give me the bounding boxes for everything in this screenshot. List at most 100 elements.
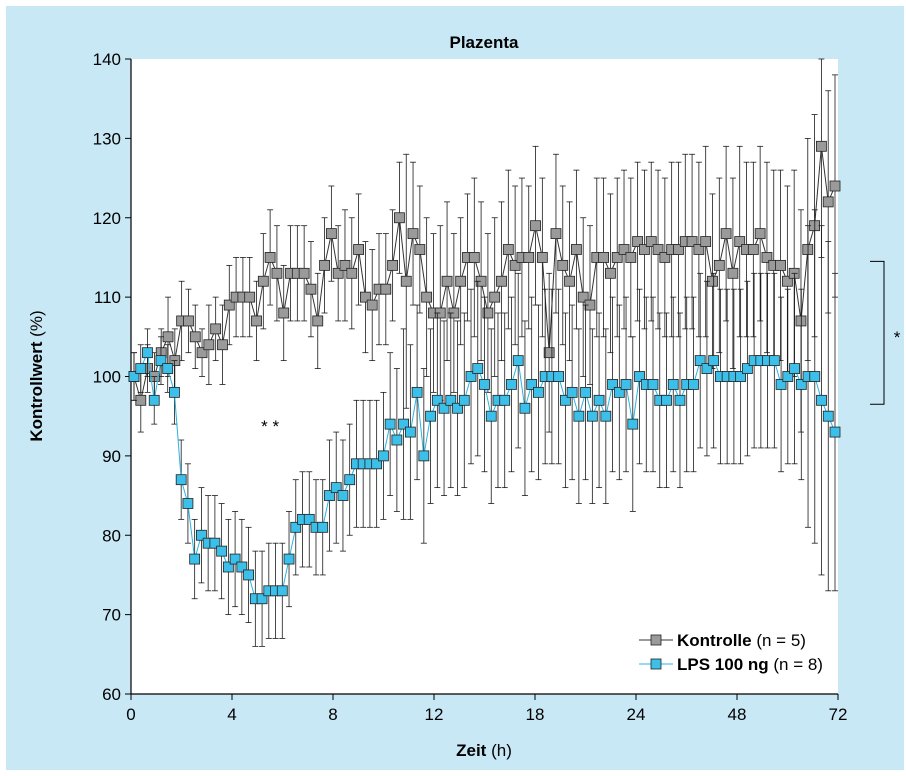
data-point <box>216 545 228 557</box>
data-point <box>667 379 679 390</box>
data-point <box>506 379 517 390</box>
data-point <box>499 394 511 406</box>
data-point <box>332 267 344 279</box>
data-point <box>553 371 565 382</box>
data-point <box>536 252 548 263</box>
data-point <box>741 363 753 374</box>
data-point <box>620 379 632 390</box>
data-point <box>128 371 140 382</box>
data-point <box>183 315 194 327</box>
data-point <box>271 267 283 279</box>
data-point <box>400 275 412 287</box>
data-point <box>283 553 295 565</box>
data-point <box>509 259 521 271</box>
data-point <box>305 283 317 295</box>
data-point <box>815 140 827 152</box>
data-point <box>781 275 793 287</box>
data-point <box>398 418 410 430</box>
x-tick-label: 12 <box>425 705 444 724</box>
data-point <box>421 291 433 303</box>
data-point <box>727 267 739 279</box>
data-point <box>661 394 672 406</box>
data-point <box>391 434 403 446</box>
data-point <box>747 244 759 255</box>
data-point <box>600 410 612 422</box>
data-point <box>196 529 207 541</box>
data-point <box>404 426 416 438</box>
data-point <box>325 228 337 240</box>
data-point <box>789 363 800 374</box>
data-point <box>203 339 215 351</box>
y-tick-label: 90 <box>102 447 121 466</box>
y-tick-label: 100 <box>93 368 121 387</box>
y-tick-label: 120 <box>93 209 121 228</box>
data-point <box>366 299 378 311</box>
significance-bracket <box>870 260 885 405</box>
data-point <box>694 355 706 367</box>
data-point <box>566 386 578 398</box>
x-axis-title: Zeit (h) <box>456 741 512 760</box>
y-tick-label: 130 <box>93 129 121 148</box>
data-point <box>570 244 582 255</box>
data-point <box>458 394 470 406</box>
data-point <box>411 386 423 398</box>
data-point <box>754 228 766 240</box>
chart-panel: Plazenta 60 70 80 90 100 110 120 130 140 0 4 8 12 18… <box>6 6 904 770</box>
data-point <box>229 553 241 565</box>
significance-marker: * <box>894 328 901 347</box>
data-point <box>407 228 419 240</box>
data-point <box>276 585 288 597</box>
data-point <box>135 394 147 406</box>
legend-series-name: LPS 100 ng <box>677 655 769 674</box>
data-point <box>479 379 490 390</box>
data-point <box>632 236 644 247</box>
chart-title: Plazenta <box>450 33 520 52</box>
data-point <box>559 394 571 406</box>
data-point <box>418 450 430 462</box>
data-point <box>223 299 235 311</box>
legend-series-name: Kontrolle <box>677 631 752 650</box>
x-tick-label: 4 <box>227 705 236 724</box>
data-point <box>809 371 821 382</box>
data-point <box>550 228 562 240</box>
data-point <box>816 394 827 406</box>
data-point <box>169 386 180 398</box>
data-point <box>688 379 699 390</box>
data-point <box>573 410 585 422</box>
data-point <box>359 291 371 303</box>
data-point <box>627 418 639 430</box>
data-point <box>611 252 623 263</box>
data-point <box>441 275 453 287</box>
data-point <box>580 386 592 398</box>
data-point <box>613 386 625 398</box>
data-point <box>278 307 290 319</box>
data-point <box>377 450 389 462</box>
data-point <box>189 553 201 565</box>
data-point <box>330 482 342 494</box>
data-point <box>162 331 174 343</box>
data-point <box>452 402 463 414</box>
data-point <box>155 355 167 367</box>
data-point <box>674 394 686 406</box>
data-point <box>822 196 834 208</box>
data-point <box>344 474 356 486</box>
data-point <box>489 291 501 303</box>
data-point <box>438 402 450 414</box>
data-point <box>445 394 457 406</box>
data-point <box>625 252 637 263</box>
data-point <box>526 379 538 390</box>
data-point <box>236 561 248 573</box>
data-point <box>317 521 329 533</box>
data-point <box>257 275 269 287</box>
y-tick-label: 70 <box>102 606 121 625</box>
data-point <box>519 402 531 414</box>
data-point <box>162 363 174 374</box>
data-point <box>324 490 335 501</box>
data-point <box>251 315 262 327</box>
data-point <box>586 410 598 422</box>
data-point <box>346 267 358 279</box>
data-point <box>822 410 834 422</box>
data-point <box>431 394 443 406</box>
data-point <box>209 537 221 549</box>
